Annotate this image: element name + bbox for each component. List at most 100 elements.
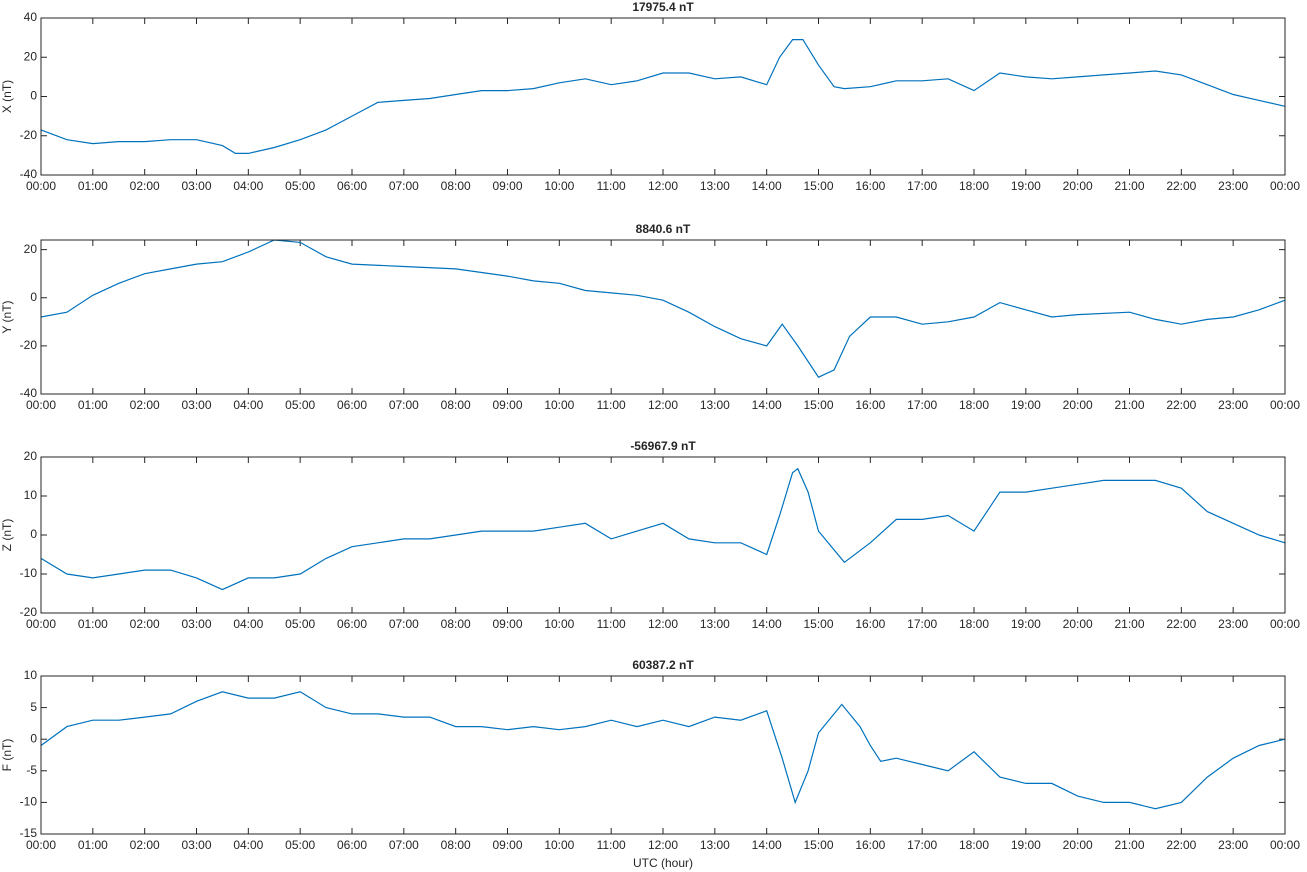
- y-tick-label: -20: [20, 128, 38, 142]
- x-tick-label: 00:00: [26, 398, 56, 412]
- y-tick-label: -5: [26, 763, 37, 777]
- data-line: [40, 39, 1286, 154]
- x-tick-label: 08:00: [441, 179, 471, 193]
- x-tick-label: 07:00: [389, 398, 419, 412]
- x-tick-label: 00:00: [1270, 398, 1300, 412]
- x-tick-label: 13:00: [700, 838, 730, 852]
- axes-frame: [40, 239, 1286, 395]
- x-axis-label: UTC (hour): [633, 856, 693, 870]
- x-tick-label: 07:00: [389, 838, 419, 852]
- x-tick-label: 12:00: [648, 179, 678, 193]
- y-tick-label: 0: [30, 290, 37, 304]
- x-tick-label: 13:00: [700, 179, 730, 193]
- y-tick-label: 20: [24, 242, 38, 256]
- x-tick-label: 06:00: [337, 838, 367, 852]
- subplot-title: 17975.4 nT: [632, 0, 694, 14]
- x-tick-label: 08:00: [441, 398, 471, 412]
- y-tick-label: -40: [20, 386, 38, 400]
- y-tick-label: 20: [24, 449, 38, 463]
- x-tick-label: 19:00: [1011, 838, 1041, 852]
- x-tick-label: 20:00: [1063, 838, 1093, 852]
- x-tick-label: 14:00: [752, 179, 782, 193]
- x-tick-label: 17:00: [907, 179, 937, 193]
- data-line: [40, 239, 1286, 378]
- x-tick-label: 20:00: [1063, 398, 1093, 412]
- axes-frame: [40, 456, 1286, 614]
- x-tick-label: 08:00: [441, 617, 471, 631]
- x-tick-label: 21:00: [1114, 398, 1144, 412]
- x-tick-label: 06:00: [337, 617, 367, 631]
- x-tick-label: 04:00: [233, 617, 263, 631]
- x-tick-label: 09:00: [492, 838, 522, 852]
- x-tick-label: 03:00: [181, 398, 211, 412]
- x-tick-label: 00:00: [1270, 179, 1300, 193]
- x-tick-label: 09:00: [492, 179, 522, 193]
- x-tick-label: 15:00: [803, 398, 833, 412]
- y-tick-label: -10: [20, 795, 38, 809]
- x-tick-label: 21:00: [1114, 179, 1144, 193]
- x-tick-label: 07:00: [389, 179, 419, 193]
- x-tick-label: 10:00: [544, 179, 574, 193]
- y-tick-label: 20: [24, 49, 38, 63]
- x-tick-label: 23:00: [1218, 398, 1248, 412]
- x-tick-label: 01:00: [78, 838, 108, 852]
- x-tick-label: 11:00: [597, 398, 626, 412]
- x-tick-label: 15:00: [803, 617, 833, 631]
- x-tick-label: 18:00: [959, 617, 989, 631]
- x-tick-label: 14:00: [752, 617, 782, 631]
- x-tick-label: 19:00: [1011, 398, 1041, 412]
- x-tick-label: 01:00: [78, 398, 108, 412]
- x-tick-label: 22:00: [1166, 398, 1196, 412]
- subplot-title: -56967.9 nT: [630, 439, 696, 453]
- y-axis-label: X (nT): [0, 80, 14, 113]
- x-tick-label: 00:00: [26, 179, 56, 193]
- y-tick-label: 0: [30, 527, 37, 541]
- x-tick-label: 23:00: [1218, 179, 1248, 193]
- x-tick-label: 13:00: [700, 617, 730, 631]
- x-tick-label: 04:00: [233, 398, 263, 412]
- x-tick-label: 10:00: [544, 838, 574, 852]
- y-tick-label: -20: [20, 605, 38, 619]
- x-tick-label: 00:00: [1270, 617, 1300, 631]
- x-tick-label: 17:00: [907, 617, 937, 631]
- data-line: [40, 467, 1286, 591]
- x-tick-label: 03:00: [181, 838, 211, 852]
- x-tick-label: 08:00: [441, 838, 471, 852]
- x-tick-label: 04:00: [233, 838, 263, 852]
- x-tick-label: 00:00: [26, 617, 56, 631]
- x-tick-label: 03:00: [181, 617, 211, 631]
- x-tick-label: 18:00: [959, 398, 989, 412]
- x-tick-label: 20:00: [1063, 617, 1093, 631]
- subplot-title: 8840.6 nT: [636, 222, 691, 236]
- x-tick-label: 11:00: [597, 617, 626, 631]
- x-tick-label: 02:00: [130, 398, 160, 412]
- x-tick-label: 07:00: [389, 617, 419, 631]
- y-tick-label: 5: [30, 700, 37, 714]
- x-tick-label: 22:00: [1166, 838, 1196, 852]
- x-tick-label: 11:00: [597, 838, 626, 852]
- x-tick-label: 11:00: [597, 179, 626, 193]
- x-tick-label: 21:00: [1114, 838, 1144, 852]
- axes-frame: [40, 17, 1286, 176]
- x-tick-label: 00:00: [26, 838, 56, 852]
- x-tick-label: 02:00: [130, 838, 160, 852]
- x-tick-label: 16:00: [855, 179, 885, 193]
- x-tick-label: 10:00: [544, 617, 574, 631]
- x-tick-label: 10:00: [544, 398, 574, 412]
- x-tick-label: 22:00: [1166, 179, 1196, 193]
- y-axis-label: Y (nT): [0, 300, 14, 333]
- y-tick-label: -40: [20, 167, 38, 181]
- y-tick-label: 40: [24, 10, 38, 24]
- x-tick-label: 09:00: [492, 398, 522, 412]
- x-tick-label: 03:00: [181, 179, 211, 193]
- x-tick-label: 21:00: [1114, 617, 1144, 631]
- subplot-title: 60387.2 nT: [632, 658, 694, 672]
- y-tick-label: 0: [30, 731, 37, 745]
- x-tick-label: 12:00: [648, 617, 678, 631]
- x-tick-label: 12:00: [648, 398, 678, 412]
- x-tick-label: 15:00: [803, 179, 833, 193]
- x-tick-label: 19:00: [1011, 179, 1041, 193]
- x-tick-label: 05:00: [285, 617, 315, 631]
- y-tick-label: 10: [24, 668, 38, 682]
